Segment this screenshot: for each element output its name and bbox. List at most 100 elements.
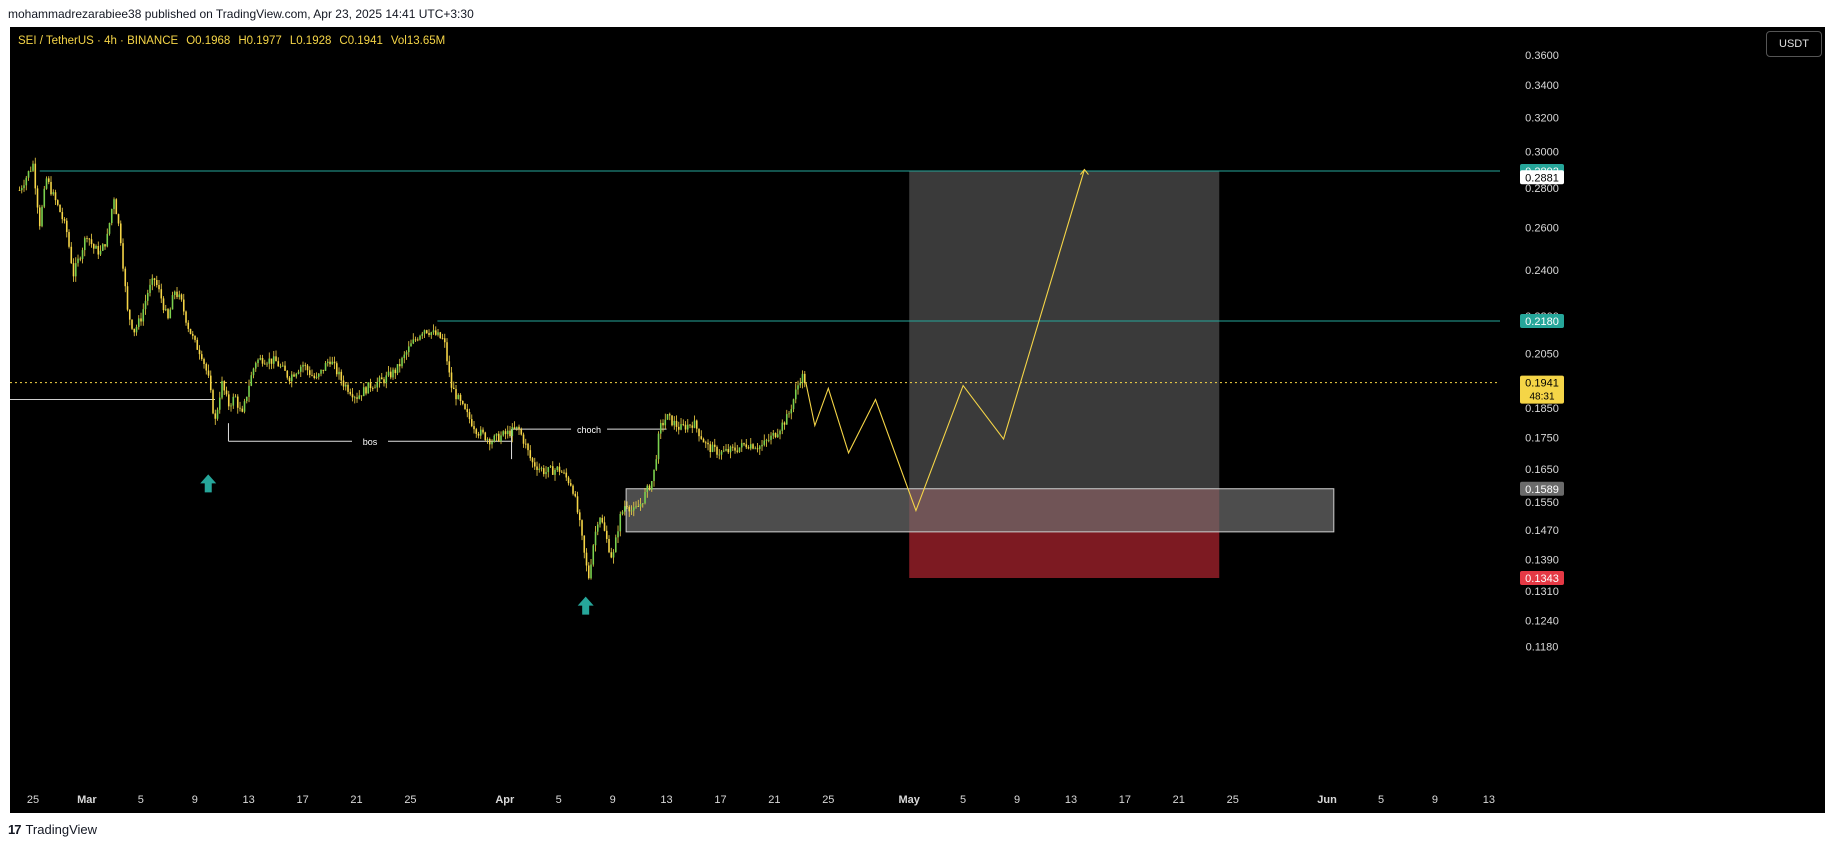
candle-body xyxy=(430,332,433,336)
candle-body xyxy=(144,300,147,310)
candle-body xyxy=(257,359,259,364)
candle-body xyxy=(187,322,190,329)
candle-body xyxy=(110,209,113,224)
candle-body xyxy=(482,429,484,433)
current-price-tag xyxy=(1520,375,1564,404)
candle-body xyxy=(682,424,685,425)
current-price-tag-label: 0.1941 xyxy=(1525,378,1559,390)
candle-body xyxy=(153,278,156,280)
candle-body xyxy=(335,363,338,375)
candle-body xyxy=(119,223,122,244)
candle-body xyxy=(378,377,381,383)
candle-body xyxy=(763,440,766,445)
candle-body xyxy=(410,343,412,347)
candle-body xyxy=(716,446,718,455)
candle-body xyxy=(124,268,127,287)
candle-body xyxy=(655,459,658,470)
candle-body xyxy=(286,370,289,378)
candle-body xyxy=(531,458,534,463)
x-tick-label: 13 xyxy=(1483,794,1495,806)
stop-tag xyxy=(1520,571,1564,585)
candle-body xyxy=(657,433,660,460)
candle-body xyxy=(169,309,172,319)
candle-body xyxy=(653,469,655,482)
tradingview-logo-icon: 17 xyxy=(8,822,22,837)
candle-body xyxy=(113,199,115,210)
candle-body xyxy=(594,531,597,546)
candle-body xyxy=(279,365,282,367)
x-tick-label: 9 xyxy=(192,794,198,806)
candle-body xyxy=(722,450,725,452)
candle-body xyxy=(650,481,653,490)
candle-body xyxy=(72,263,75,277)
x-tick-label: 5 xyxy=(138,794,144,806)
candle-body xyxy=(522,434,525,444)
candle-body xyxy=(605,530,608,539)
currency-button[interactable]: USDT xyxy=(1766,31,1822,57)
candle-body xyxy=(108,223,111,234)
candle-body xyxy=(509,430,511,437)
candle-body xyxy=(200,354,203,360)
candle-body xyxy=(61,212,64,220)
candle-body xyxy=(421,333,424,336)
candle-body xyxy=(214,413,217,419)
candle-body xyxy=(331,361,334,365)
candle-body xyxy=(281,365,284,367)
candle-body xyxy=(340,371,343,381)
candle-body xyxy=(401,358,403,367)
tradingview-logo[interactable]: 17 TradingView xyxy=(8,822,97,837)
candle-body xyxy=(779,430,781,435)
candle-body xyxy=(529,450,532,459)
candle-body xyxy=(313,375,316,378)
candle-body xyxy=(299,366,302,372)
candle-body xyxy=(293,374,295,377)
y-tick-label: 0.3000 xyxy=(1525,147,1559,159)
candle-body xyxy=(389,371,392,378)
candle-body xyxy=(182,299,185,312)
candle-body xyxy=(86,238,88,239)
candle-body xyxy=(626,506,628,507)
candle-body xyxy=(729,446,732,453)
candle-body xyxy=(691,425,694,428)
candle-body xyxy=(338,371,340,375)
y-tick-label: 0.2600 xyxy=(1525,222,1559,234)
candle-body xyxy=(707,442,709,445)
candle-body xyxy=(207,370,210,376)
candle-body xyxy=(644,491,646,504)
candle-body xyxy=(565,472,568,478)
y-tick-label: 0.1470 xyxy=(1525,525,1559,537)
candle-body xyxy=(475,429,478,434)
candle-body xyxy=(25,177,28,186)
candle-body xyxy=(491,441,493,445)
candle-body xyxy=(646,485,649,492)
candle-body xyxy=(369,382,372,388)
candle-body xyxy=(374,387,376,389)
candle-body xyxy=(709,444,712,453)
candle-body xyxy=(702,438,705,443)
candle-body xyxy=(277,361,280,367)
candle-body xyxy=(736,450,739,452)
candle-body xyxy=(356,397,358,399)
zone-top-tag-label: 0.1589 xyxy=(1525,484,1559,496)
candle-body xyxy=(115,199,118,215)
candle-body xyxy=(576,496,579,513)
y-tick-label: 0.1750 xyxy=(1525,433,1559,445)
box-top-tag xyxy=(1520,170,1564,185)
candle-body xyxy=(648,485,651,490)
candle-body xyxy=(173,291,176,296)
top-bar: mohammadrezarabiee38 published on Tradin… xyxy=(0,0,1835,26)
candle-body xyxy=(542,468,545,475)
x-tick-label: May xyxy=(898,794,920,806)
candle-body xyxy=(500,435,502,442)
candle-body xyxy=(218,397,221,410)
candle-body xyxy=(596,524,599,532)
candle-body xyxy=(425,330,428,333)
candle-body xyxy=(527,443,529,451)
candle-body xyxy=(254,363,257,369)
candle-body xyxy=(770,435,772,440)
candle-body xyxy=(306,365,309,371)
candle-body xyxy=(698,428,700,437)
demand-zone xyxy=(625,488,1335,533)
x-tick-label: 25 xyxy=(27,794,39,806)
